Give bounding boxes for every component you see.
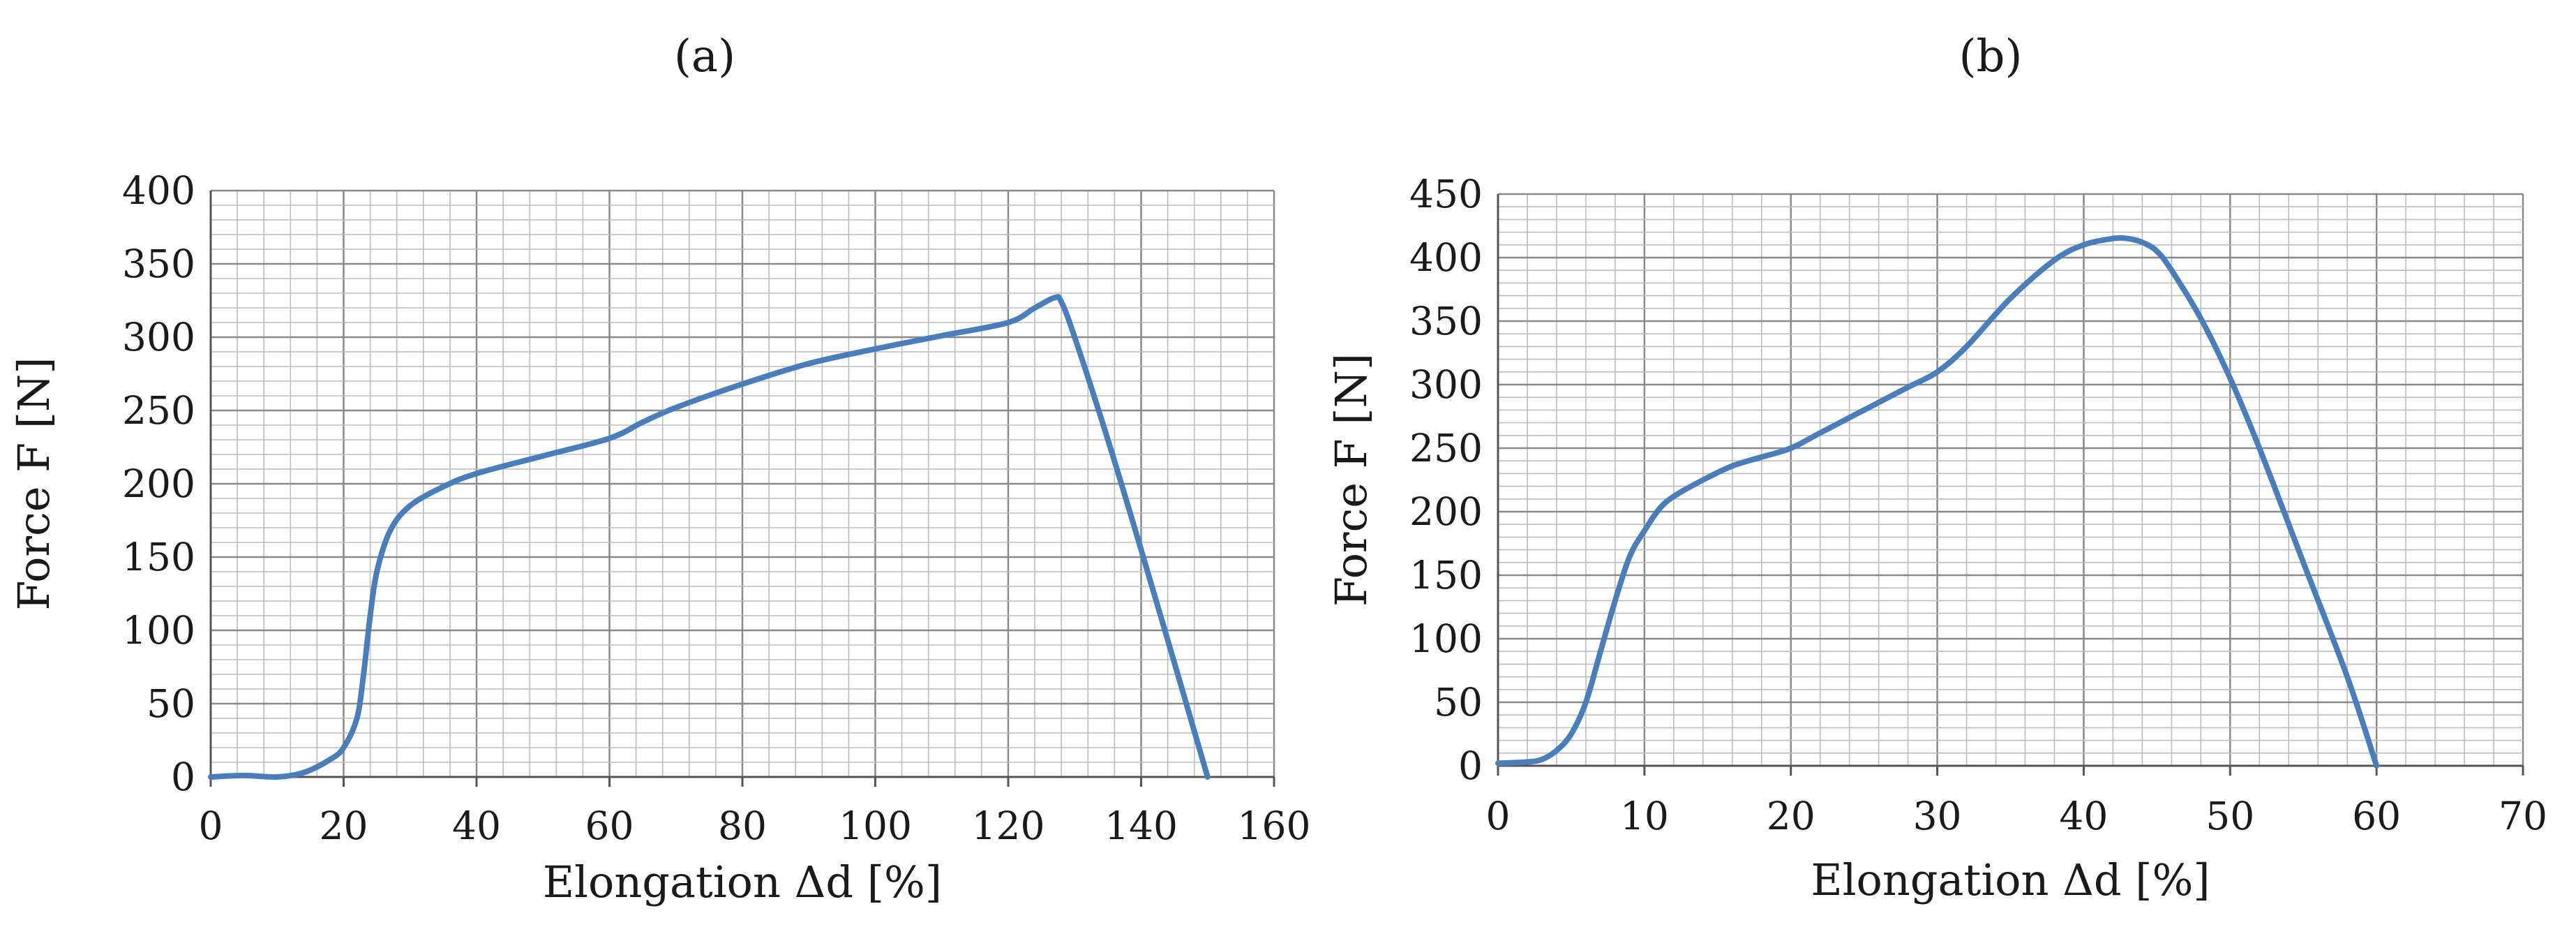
x-tick-label: 160 [1238, 803, 1311, 848]
y-tick-label: 0 [171, 755, 195, 799]
y-tick-label: 450 [1409, 172, 1483, 216]
y-tick-label: 300 [1409, 362, 1483, 407]
y-tick-label: 300 [122, 315, 195, 360]
x-tick-label: 40 [452, 803, 501, 848]
x-tick-label: 140 [1104, 803, 1178, 848]
x-tick-label: 0 [1486, 794, 1511, 838]
y-tick-label: 100 [122, 608, 195, 653]
x-tick-label: 30 [1913, 794, 1962, 838]
plot-area [1498, 194, 2523, 766]
y-tick-label: 400 [1409, 235, 1483, 280]
y-tick-label: 100 [1409, 616, 1483, 661]
grid [1497, 193, 2524, 767]
x-tick-label: 20 [320, 803, 368, 848]
y-tick-label: 250 [122, 388, 195, 433]
x-tick-label: 10 [1620, 794, 1669, 838]
y-tick-label: 400 [122, 168, 195, 213]
x-tick-label: 20 [1767, 794, 1815, 838]
panel-title: (a) [674, 31, 735, 82]
y-tick-label: 350 [1409, 299, 1483, 343]
x-tick-label: 80 [718, 803, 767, 848]
chart-panel-b: (b) 0 10 20 30 40 50 60 70 0 50 100 150 200 250 300 350 4… [1326, 31, 2547, 905]
y-tick-label: 0 [1458, 743, 1483, 788]
y-tick-label: 200 [1409, 489, 1483, 534]
y-tick-label: 150 [122, 535, 195, 579]
grid [209, 189, 1275, 778]
y-tick-label: 200 [122, 461, 195, 506]
y-tick-label: 350 [122, 242, 195, 286]
y-tick-label: 150 [1409, 553, 1483, 598]
x-tick-label: 40 [2059, 794, 2108, 838]
chart-panel-a: (a) 0 20 40 60 80 100 120 140 160 0 50 100 150 200 250 3… [8, 31, 1310, 907]
x-tick-label: 100 [839, 803, 912, 848]
y-tick-label: 50 [1434, 680, 1483, 725]
x-tick-label: 50 [2206, 794, 2254, 838]
x-tick-label: 60 [585, 803, 634, 848]
x-tick-label: 70 [2499, 794, 2547, 838]
x-tick-label: 60 [2352, 794, 2401, 838]
y-axis-label: Force F [N] [8, 357, 59, 610]
y-tick-label: 50 [147, 681, 195, 726]
panel-title: (b) [1959, 31, 2023, 82]
x-axis-label: Elongation Δd [%] [543, 857, 942, 907]
x-tick-label: 120 [972, 803, 1045, 848]
y-tick-label: 250 [1409, 426, 1483, 470]
y-axis-label: Force F [N] [1326, 353, 1377, 607]
x-tick-label: 0 [199, 803, 223, 848]
series-line-0 [208, 294, 1211, 780]
x-axis-label: Elongation Δd [%] [1811, 854, 2210, 905]
series-line-0 [1495, 235, 2380, 769]
